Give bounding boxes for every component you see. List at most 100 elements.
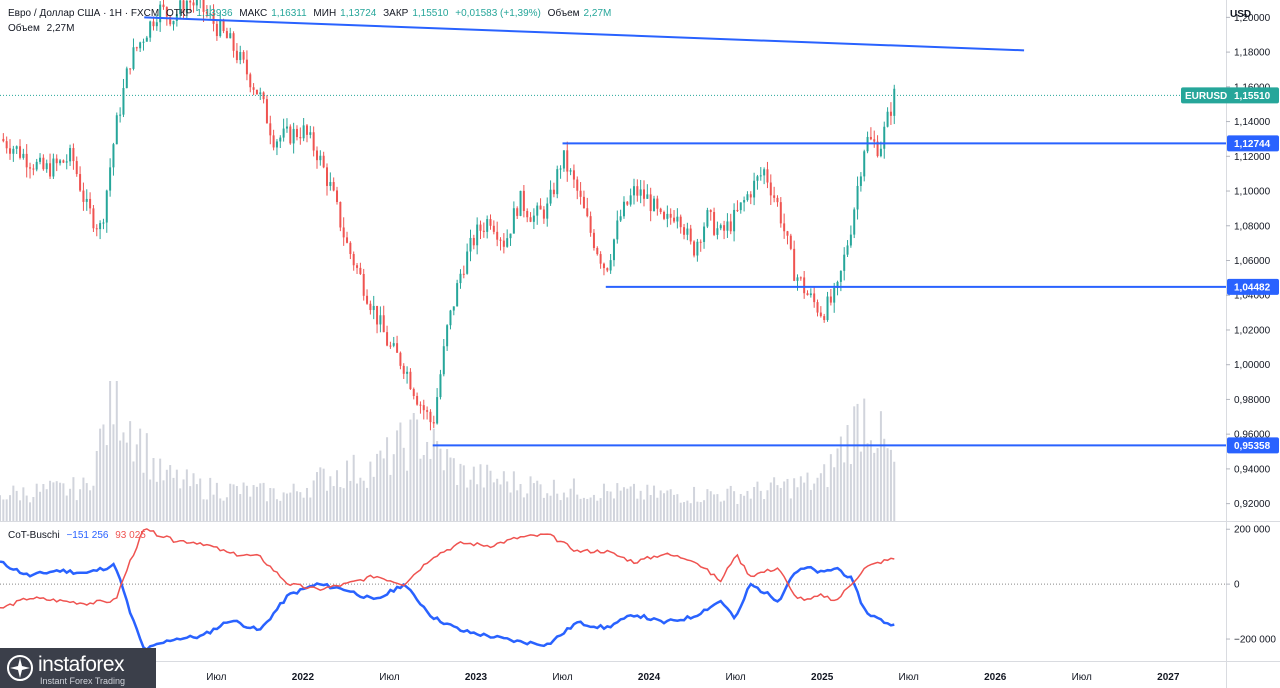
volume-bar (49, 480, 52, 521)
price-candle (82, 182, 85, 211)
volume-bar (0, 495, 1, 521)
trendline[interactable] (144, 16, 1025, 52)
volume-bar (873, 452, 876, 521)
volume-bar (225, 497, 228, 521)
price-candle (649, 187, 652, 222)
volume-bar (119, 440, 122, 521)
volume-bar (59, 482, 62, 521)
price-candle (285, 118, 288, 133)
price-candle (69, 144, 72, 166)
volume-bar (42, 484, 45, 521)
volume-bar (863, 398, 866, 521)
price-candle (716, 221, 719, 240)
volume-bar (259, 483, 262, 521)
volume-label: Объем (547, 8, 580, 19)
volume-bar (222, 500, 225, 521)
volume-bar (189, 486, 192, 521)
price-candle (352, 251, 355, 271)
time-tick-label: 2023 (465, 672, 488, 683)
price-tick-label: 1,06000 (1234, 256, 1271, 267)
price-candle (696, 238, 699, 262)
volume-bar (853, 406, 856, 521)
time-tick-label: Июл (379, 672, 399, 683)
volume-bar (229, 483, 232, 521)
price-candle (92, 205, 95, 232)
volume-bar (105, 445, 108, 521)
volume-bar (215, 482, 218, 521)
currency-button[interactable]: USD (1230, 9, 1252, 20)
price-candle (833, 282, 836, 313)
volume-bar (469, 479, 472, 521)
cot-value-red: 93 025 (115, 530, 146, 541)
volume-bar (399, 422, 402, 521)
price-tick-label: 1,20000 (1234, 13, 1271, 24)
volume-bar (836, 448, 839, 521)
time-tick-label: 2022 (292, 672, 315, 683)
price-candle (209, 5, 212, 19)
time-tick-label: 2027 (1157, 672, 1180, 683)
price-candle (15, 145, 18, 155)
symbol-title[interactable]: Евро / Доллар США · 1Н · FXCM (8, 8, 160, 19)
volume-bar (673, 494, 676, 521)
volume-legend-label: Объем (8, 23, 40, 34)
price-candle (612, 238, 615, 267)
volume-bar (592, 494, 595, 521)
price-candle (369, 300, 372, 315)
price-candle (299, 127, 302, 145)
level-badge (1227, 278, 1279, 295)
symbol-legend: Евро / Доллар США · 1Н · FXCM ОТКР 1,1393… (8, 8, 615, 19)
price-candle (432, 415, 435, 428)
level-badge-label: 0,95358 (1234, 441, 1271, 452)
volume-bar (29, 502, 32, 521)
price-candle (806, 290, 809, 296)
price-candle (59, 158, 62, 166)
volume-bar (666, 490, 669, 521)
volume-bar (99, 428, 102, 521)
volume-bar (719, 501, 722, 521)
volume-bar (329, 476, 332, 521)
price-tick-label: 0,96000 (1234, 430, 1271, 441)
price-candle (703, 222, 706, 249)
volume-bar (235, 486, 238, 521)
price-candle (269, 115, 272, 145)
volume-bar (22, 487, 25, 521)
volume-bar (292, 483, 295, 521)
price-candle (282, 118, 285, 142)
volume-bar (315, 472, 318, 521)
volume-bar (626, 488, 629, 521)
volume-bar (506, 481, 509, 521)
price-candle (62, 159, 65, 164)
volume-bar (586, 498, 589, 521)
price-candle (736, 200, 739, 213)
volume-bar (302, 497, 305, 521)
volume-bar (756, 481, 759, 521)
price-candle (289, 124, 292, 145)
price-candle (342, 217, 345, 246)
volume-bar (549, 495, 552, 521)
price-candle (402, 363, 405, 379)
volume-bar (109, 381, 112, 521)
price-candle (349, 241, 352, 260)
volume-bar (326, 490, 329, 521)
price-candle (179, 0, 182, 19)
price-candle (412, 387, 415, 400)
price-candle (386, 325, 389, 347)
volume-bar (656, 497, 659, 521)
price-candle (596, 246, 599, 256)
price-candle (12, 145, 15, 162)
open-label: ОТКР (165, 8, 193, 19)
time-tick-label: 2026 (984, 672, 1007, 683)
volume-bar (676, 494, 679, 521)
volume-bar (19, 500, 22, 521)
cot-title[interactable]: CoT-Buschi (8, 530, 60, 541)
volume-bar (509, 492, 512, 521)
price-candle (489, 214, 492, 230)
volume-bar (696, 501, 699, 521)
price-candle (863, 149, 866, 182)
volume-bar (272, 488, 275, 521)
price-candle (376, 305, 379, 334)
volume-bar (412, 413, 415, 521)
volume-bar (205, 499, 208, 521)
price-candle (779, 197, 782, 228)
